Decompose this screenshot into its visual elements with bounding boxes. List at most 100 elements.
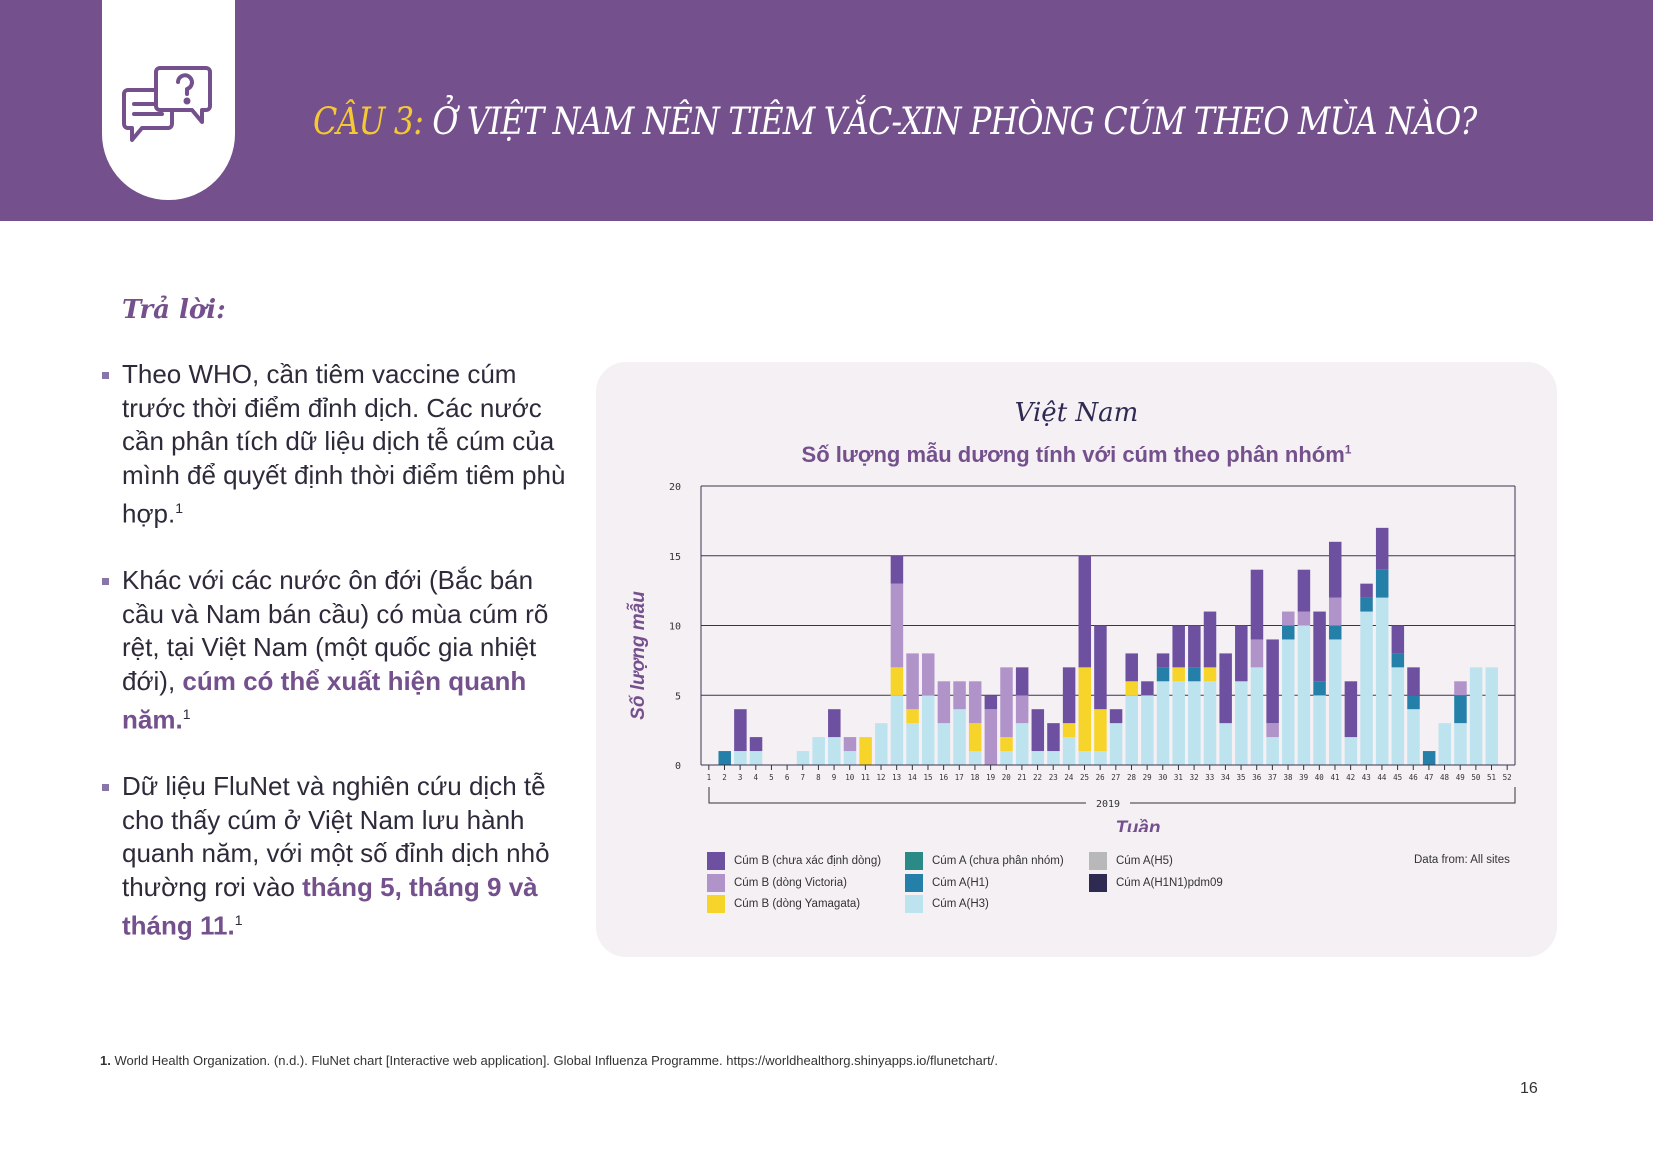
x-tick-label: 40	[1315, 773, 1325, 782]
bar-segment	[1141, 695, 1154, 765]
x-tick-label: 28	[1127, 773, 1137, 782]
x-tick-label: 38	[1284, 773, 1294, 782]
bullet-item: Theo WHO, cần tiêm vaccine cúm trước thờ…	[100, 358, 570, 531]
legend-label: Cúm A(H3)	[932, 898, 989, 910]
x-tick-label: 52	[1503, 773, 1512, 782]
bar-segment	[1328, 541, 1342, 598]
x-tick-label: 3	[738, 773, 743, 782]
icon-tab	[102, 0, 235, 200]
bar-segment	[937, 681, 951, 724]
bar-segment	[734, 709, 747, 752]
legend-swatch	[1089, 874, 1107, 892]
x-tick-label: 31	[1174, 773, 1183, 782]
x-tick-label: 24	[1064, 773, 1074, 782]
bullet-text: Dữ liệu FluNet và nghiên cứu dịch tễ cho…	[122, 771, 550, 902]
bar-segment	[1203, 681, 1217, 765]
legend-item: Cúm B (chưa xác định dòng)	[707, 852, 881, 870]
x-tick-label: 7	[800, 773, 805, 782]
bar-segment	[1328, 625, 1342, 640]
legend-item: Cúm A(H3)	[905, 895, 989, 913]
x-tick-label: 22	[1033, 773, 1042, 782]
bar-segment	[1454, 695, 1467, 724]
bar-segment	[937, 723, 951, 765]
page-number: 16	[1520, 1080, 1538, 1097]
legend-item: Cúm A(H5)	[1089, 852, 1173, 870]
legend-item: Cúm A (chưa phân nhóm)	[905, 852, 1064, 870]
x-tick-label: 49	[1456, 773, 1465, 782]
bar-segment	[1141, 681, 1154, 696]
bar-segment	[1313, 611, 1326, 682]
legend-swatch	[905, 874, 923, 892]
footnote-ref: 1	[234, 912, 243, 929]
bar-segment	[1360, 583, 1373, 598]
footnote-number: 1.	[100, 1053, 111, 1068]
bar-segment	[1407, 709, 1420, 765]
bar-segment	[1188, 681, 1201, 765]
bar-segment	[921, 695, 935, 765]
bar-segment	[1485, 667, 1499, 765]
bar-segment	[1297, 611, 1311, 626]
bullet-marker	[102, 578, 109, 586]
bar-segment	[1109, 723, 1123, 765]
x-tick-label: 16	[939, 773, 949, 782]
bar-segment	[1156, 653, 1170, 668]
bar-segment	[1250, 667, 1264, 765]
bar-segment	[906, 723, 919, 765]
bar-segment	[1219, 653, 1232, 724]
bar-segment	[1000, 667, 1013, 738]
legend-label: Cúm A(H5)	[1116, 855, 1173, 867]
bar-segment	[1219, 723, 1232, 765]
bar-segment	[718, 751, 731, 765]
bar-segment	[1297, 569, 1311, 612]
legend-swatch	[1089, 852, 1107, 870]
bar-segment	[1078, 555, 1092, 668]
x-tick-label: 51	[1487, 773, 1496, 782]
bar-segment	[1391, 625, 1405, 654]
bar-segment	[1015, 667, 1029, 696]
bar-segment	[906, 709, 919, 724]
bar-segment	[906, 653, 919, 710]
legend-swatch	[905, 895, 923, 913]
bar-segment	[1344, 681, 1358, 738]
question-text: Ở VIỆT NAM NÊN TIÊM VẮC-XIN PHÒNG CÚM TH…	[423, 100, 1477, 143]
x-tick-label: 13	[892, 773, 901, 782]
y-tick-label: 0	[675, 761, 681, 772]
bar-segment	[1313, 695, 1326, 765]
bar-segment	[953, 709, 966, 765]
legend-label: Cúm B (dòng Yamagata)	[734, 898, 861, 910]
chart-subtitle-footnote: 1	[1344, 442, 1352, 457]
x-tick-label: 8	[816, 773, 821, 782]
x-tick-label: 37	[1268, 773, 1277, 782]
data-source-note: Data from: All sites	[1414, 854, 1510, 866]
x-tick-label: 23	[1049, 773, 1058, 782]
x-tick-label: 26	[1096, 773, 1106, 782]
bar-segment	[1235, 625, 1248, 682]
footnote-ref: 1	[182, 706, 191, 723]
x-tick-label: 27	[1111, 773, 1120, 782]
bar-segment	[1109, 709, 1123, 724]
bar-segment	[1094, 751, 1107, 765]
bar-segment	[1062, 723, 1076, 738]
x-tick-label: 42	[1346, 773, 1355, 782]
bar-segment	[843, 751, 857, 765]
bar-segment	[1015, 695, 1029, 724]
legend-swatch	[905, 852, 923, 870]
legend-label: Cúm B (dòng Victoria)	[734, 877, 847, 889]
bar-segment	[1078, 751, 1092, 765]
bar-segment	[1454, 681, 1467, 696]
bar-segment	[1172, 667, 1185, 682]
x-tick-label: 50	[1471, 773, 1481, 782]
y-tick-label: 20	[669, 482, 681, 493]
question-label: CÂU 3:	[313, 100, 424, 143]
bar-segment	[1078, 667, 1092, 752]
bar-segment	[1156, 681, 1170, 765]
x-tick-label: 41	[1330, 773, 1339, 782]
answer-label: Trả lời:	[122, 295, 226, 325]
bar-segment	[749, 751, 763, 765]
bullet-text: Theo WHO, cần tiêm vaccine cúm trước thờ…	[122, 359, 566, 529]
bullet-text: Khác với các nước ôn đới (Bắc bán cầu và…	[122, 565, 549, 696]
bar-segment	[1188, 625, 1201, 668]
bar-segment	[1172, 625, 1185, 668]
bullet-marker	[102, 784, 109, 792]
